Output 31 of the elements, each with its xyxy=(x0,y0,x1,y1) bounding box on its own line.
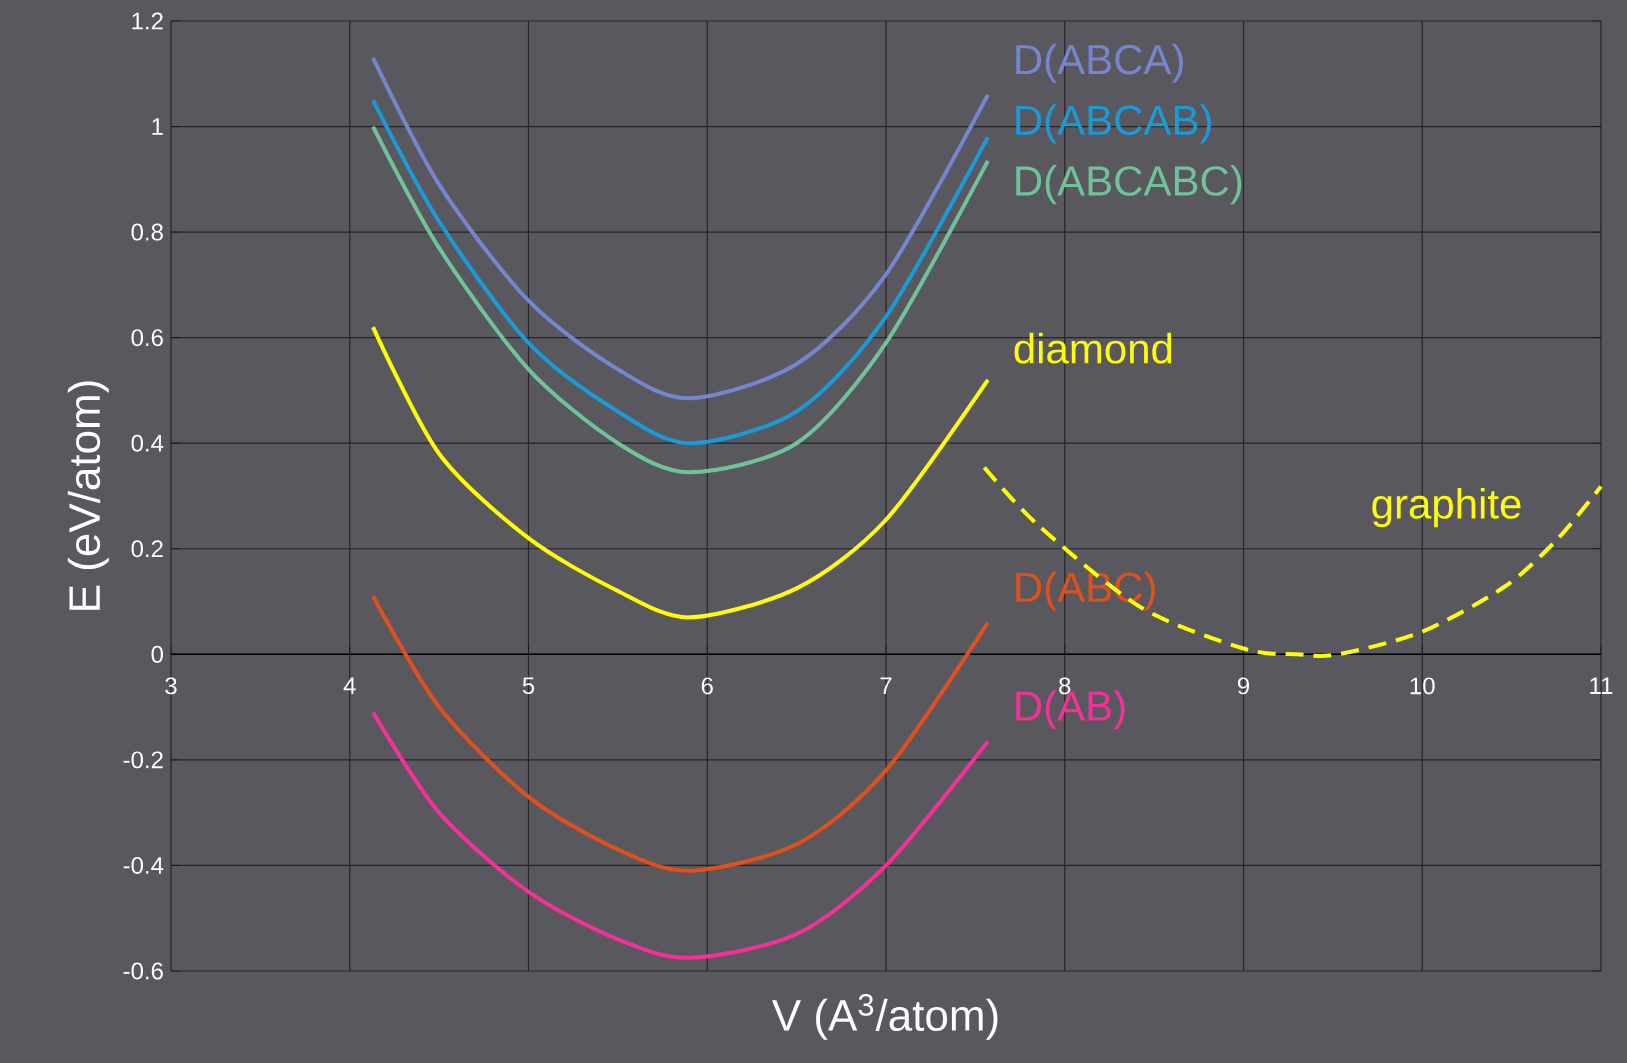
x-tick-label: 3 xyxy=(165,677,177,695)
series-label: D(ABCAB) xyxy=(1016,104,1211,144)
y-tick-label: 0 xyxy=(151,645,164,663)
y-tick-label: -0.2 xyxy=(123,751,163,769)
y-tick-label: 0.2 xyxy=(131,540,163,558)
series-label: D(ABCA) xyxy=(1016,43,1183,83)
line-series xyxy=(370,55,990,401)
x-tick-label: 9 xyxy=(1237,677,1250,695)
series-label: diamond xyxy=(1014,332,1172,364)
y-tick-label: 0.8 xyxy=(131,223,163,241)
x-tick-label: 7 xyxy=(880,677,892,694)
y-axis-title: E (eV/atom) xyxy=(67,381,109,610)
line-series xyxy=(370,325,990,620)
y-tick-label: 0.6 xyxy=(131,329,163,347)
y-tick-label: 1.2 xyxy=(132,12,163,30)
x-axis-title: V (A$^{3}$/atom) xyxy=(771,994,998,1040)
line-series xyxy=(982,465,1603,658)
x-tick-label: 10 xyxy=(1410,677,1435,695)
x-tick-label: 4 xyxy=(343,677,356,694)
series-label: D(ABCABC) xyxy=(1016,165,1242,205)
y-tick-label: -0.6 xyxy=(123,962,163,980)
series-label: graphite xyxy=(1372,488,1521,528)
line-series xyxy=(370,594,990,873)
y-tick-label: 1 xyxy=(152,118,163,135)
x-tick-label: 6 xyxy=(701,677,713,695)
x-tick-label: 11 xyxy=(1590,677,1613,694)
series-label: D(ABC) xyxy=(1016,571,1155,611)
line-series xyxy=(370,710,990,960)
y-tick-label: -0.4 xyxy=(123,856,164,874)
y-tick-label: 0.4 xyxy=(131,434,164,452)
x-tick-label: 5 xyxy=(522,677,535,695)
